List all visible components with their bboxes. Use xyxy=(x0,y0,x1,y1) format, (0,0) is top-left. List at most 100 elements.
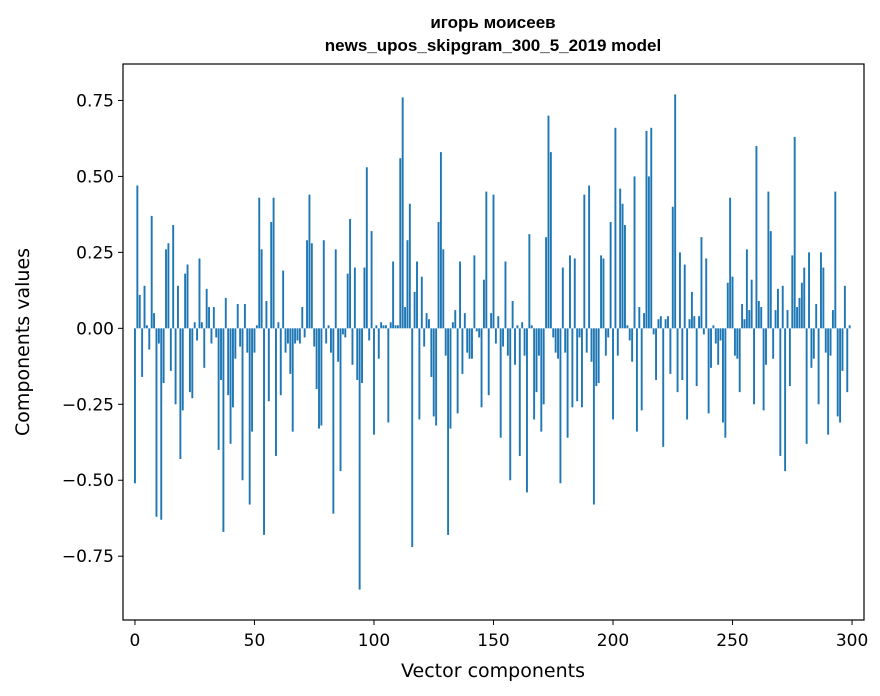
bar xyxy=(265,300,268,329)
bar xyxy=(177,285,179,329)
bar xyxy=(303,328,306,338)
bar xyxy=(657,319,660,329)
bar xyxy=(671,206,674,329)
bar xyxy=(143,285,146,329)
bar xyxy=(731,276,734,329)
bar xyxy=(423,328,426,347)
bar xyxy=(181,328,184,411)
bar xyxy=(597,328,600,384)
bar xyxy=(492,194,495,329)
bar xyxy=(451,322,454,329)
bar xyxy=(485,191,488,329)
bar xyxy=(559,328,562,484)
bar xyxy=(497,316,500,329)
bar xyxy=(624,225,626,329)
x-axis-ticks: 0 50 100 150 200 250 300 xyxy=(130,620,868,651)
bar xyxy=(174,328,177,405)
bar xyxy=(521,322,524,329)
bar xyxy=(339,328,342,472)
bar xyxy=(561,267,564,329)
bar xyxy=(781,285,784,329)
bar xyxy=(408,203,411,329)
bar xyxy=(824,328,827,353)
bar xyxy=(564,328,567,353)
bar xyxy=(705,258,708,329)
bar xyxy=(741,304,744,329)
bar xyxy=(616,328,619,356)
bar xyxy=(394,325,397,329)
bar xyxy=(576,328,579,402)
bar xyxy=(793,136,796,329)
bar xyxy=(447,328,450,535)
bar xyxy=(638,307,641,329)
bar xyxy=(772,328,775,359)
bar xyxy=(796,307,799,329)
x-tick-label: 0 xyxy=(130,631,141,651)
bar xyxy=(535,328,538,393)
x-tick-label: 300 xyxy=(836,631,868,651)
bar xyxy=(499,328,502,438)
bar xyxy=(540,328,543,432)
bar xyxy=(786,310,789,329)
bar xyxy=(700,237,703,329)
bar xyxy=(640,328,643,411)
bar xyxy=(468,328,471,359)
bar xyxy=(332,328,335,514)
bar xyxy=(571,328,574,408)
bar xyxy=(310,243,313,329)
bar xyxy=(719,328,722,341)
bar xyxy=(377,328,380,359)
bar xyxy=(678,252,681,329)
bar xyxy=(313,328,316,347)
bar xyxy=(588,185,591,329)
y-tick-label: −0.75 xyxy=(62,547,114,567)
bar xyxy=(800,282,803,329)
bar xyxy=(552,328,555,338)
bar xyxy=(609,221,612,329)
bar xyxy=(239,328,242,347)
bar xyxy=(404,307,407,329)
y-axis-ticks: −0.75 −0.50 −0.25 0.00 0.25 0.50 0.75 xyxy=(62,91,123,567)
bar xyxy=(215,328,218,338)
bar xyxy=(157,328,160,344)
y-tick-label: 0.75 xyxy=(76,91,114,111)
bar xyxy=(753,328,755,405)
bar xyxy=(494,328,497,344)
bar xyxy=(774,310,777,329)
bar xyxy=(363,267,366,329)
bar xyxy=(585,328,588,353)
bar xyxy=(647,176,650,329)
bar xyxy=(762,328,765,411)
bar xyxy=(841,328,844,371)
bar xyxy=(327,325,330,329)
bar xyxy=(652,328,655,335)
bar xyxy=(361,328,363,384)
bar xyxy=(334,249,337,329)
bar xyxy=(831,310,834,329)
bar xyxy=(471,328,473,359)
bar xyxy=(341,328,344,335)
bar xyxy=(150,215,153,329)
bar xyxy=(246,328,249,353)
bar xyxy=(169,328,172,371)
bar xyxy=(511,300,514,329)
bar xyxy=(179,328,182,459)
y-axis-label: Components values xyxy=(12,248,34,436)
bar xyxy=(286,328,289,344)
bar xyxy=(667,316,669,329)
x-tick-label: 200 xyxy=(597,631,629,651)
bar xyxy=(547,115,550,329)
bar xyxy=(289,328,292,374)
bar xyxy=(134,328,136,484)
bar xyxy=(430,328,433,377)
bar xyxy=(454,310,457,329)
bar xyxy=(416,261,418,329)
bar xyxy=(745,249,748,329)
bar xyxy=(162,328,165,384)
bar xyxy=(604,328,607,356)
bar xyxy=(475,328,478,332)
bar xyxy=(733,328,736,356)
bar xyxy=(502,328,505,347)
bar xyxy=(607,328,610,338)
bar xyxy=(808,252,810,329)
